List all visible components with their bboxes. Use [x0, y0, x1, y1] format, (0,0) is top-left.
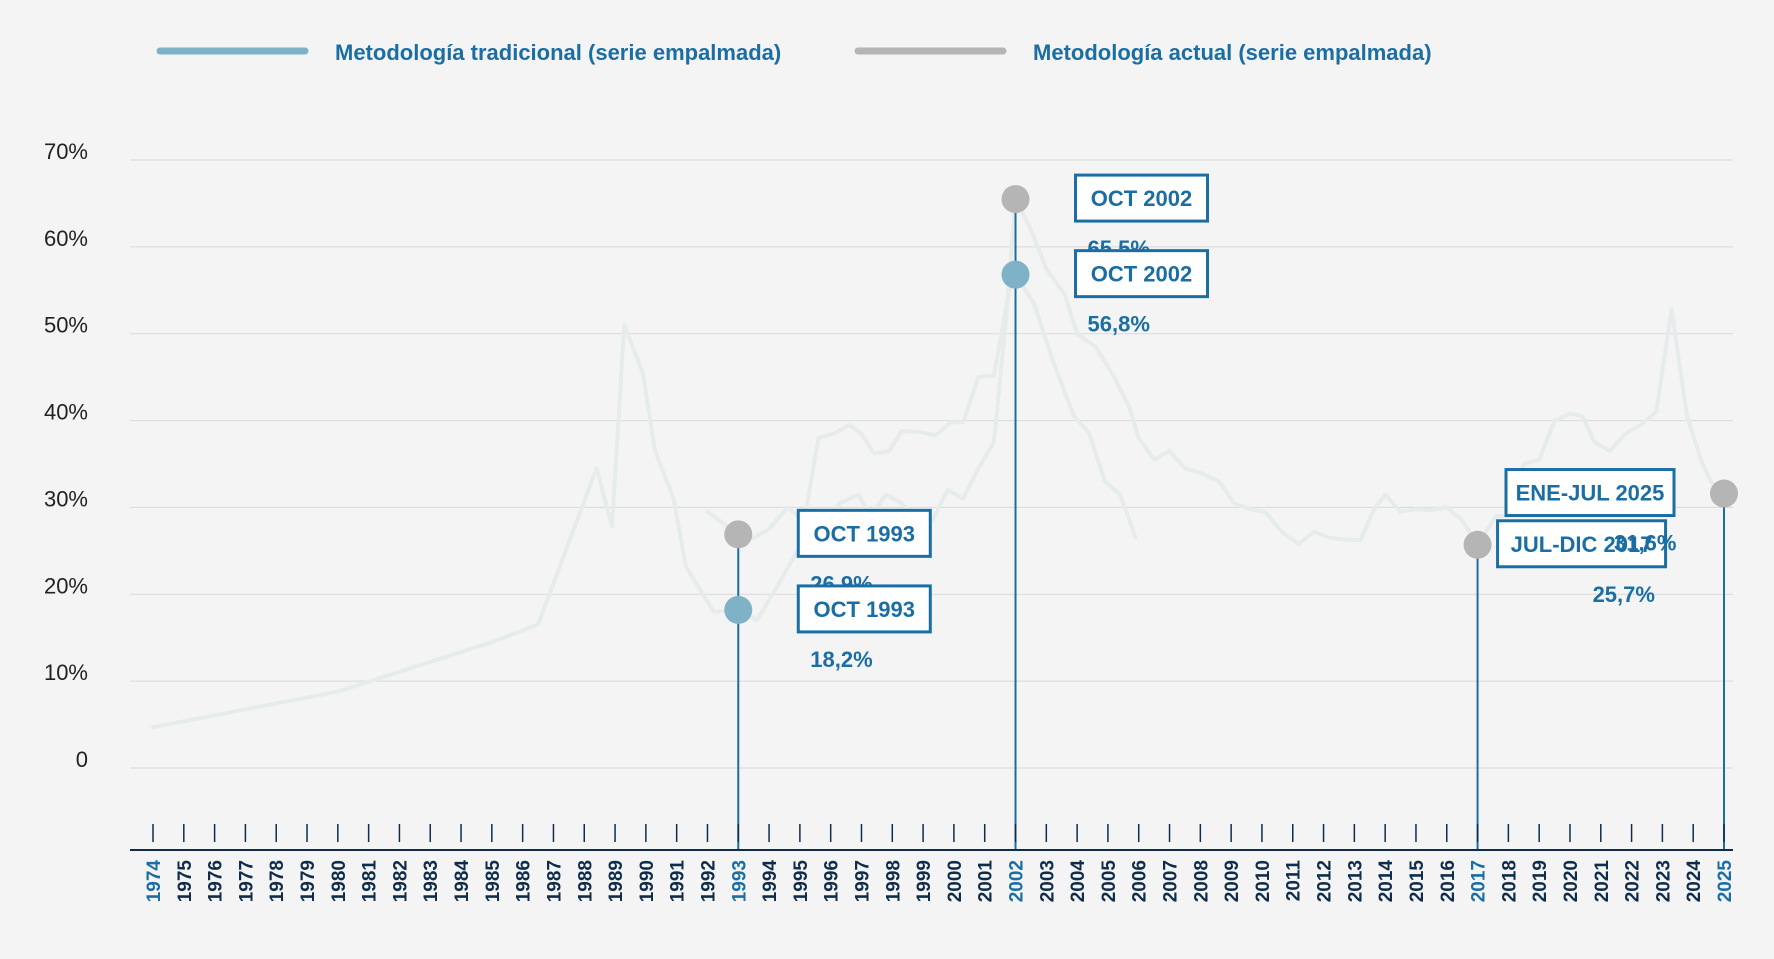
x-tick-label: 1984 — [452, 860, 473, 903]
x-tick-label: 1996 — [822, 860, 843, 902]
x-tick-label: 1988 — [575, 860, 596, 902]
x-tick-label: 1975 — [175, 860, 196, 903]
y-tick-label: 0 — [76, 747, 88, 772]
x-tick-label: 2007 — [1161, 860, 1182, 902]
series-line-traditional — [151, 272, 1138, 730]
y-tick-label: 50% — [44, 313, 88, 338]
x-tick-label: 2003 — [1037, 860, 1058, 902]
data-marker-actual — [724, 520, 753, 549]
annotation-box — [1074, 249, 1210, 299]
x-tick-label: 1998 — [883, 860, 904, 902]
annotation-label: OCT 1993 — [814, 521, 916, 546]
legend-label-traditional: Metodología tradicional (serie empalmada… — [335, 40, 781, 65]
annotation-stems — [737, 199, 1725, 850]
legend: Metodología tradicional (serie empalmada… — [156, 40, 1432, 65]
annotation-value: 56,8% — [1088, 312, 1150, 337]
x-tick-label: 1981 — [360, 860, 381, 903]
x-tick-label: 1986 — [514, 860, 535, 902]
x-tick-label: 1978 — [267, 860, 288, 902]
annotation-box — [1496, 519, 1668, 569]
x-tick-label: 2017 — [1469, 860, 1490, 902]
y-tick-label: 40% — [44, 400, 88, 425]
x-tick-label: 1983 — [421, 860, 442, 902]
x-tick-label: 2015 — [1407, 860, 1428, 903]
annotation-label: JUL-DIC 2017 — [1511, 532, 1653, 557]
annotation-box — [1074, 173, 1210, 223]
data-marker-actual — [1463, 530, 1492, 559]
x-tick-label: 2006 — [1130, 860, 1151, 902]
data-marker-actual — [1710, 479, 1738, 508]
x-tick-label: 2005 — [1099, 860, 1120, 903]
x-tick-label: 2021 — [1592, 860, 1613, 903]
annotation-value: 18,2% — [810, 647, 872, 672]
series-line-actual — [705, 197, 1726, 547]
x-tick-label: 1999 — [914, 860, 935, 902]
x-tick-label: 2018 — [1499, 860, 1520, 902]
annotation-box — [796, 584, 932, 634]
series-lines — [151, 197, 1726, 730]
data-marker-actual — [1001, 185, 1030, 214]
x-tick-label: 1977 — [236, 860, 257, 902]
y-axis-ticks: 70% 60% 50% 40% 30% 20% 10% 0 — [44, 139, 88, 772]
x-tick-label: 1994 — [760, 860, 781, 903]
y-tick-label: 20% — [44, 573, 88, 598]
x-axis-ticks: 1974 1975 1976 1977 1978 1979 1980 1981 1982 1983… — [144, 824, 1736, 902]
y-tick-label: 10% — [44, 660, 88, 685]
x-tick-label: 2002 — [1007, 860, 1028, 902]
data-marker-traditional — [1001, 260, 1030, 289]
x-tick-label: 1980 — [329, 860, 350, 902]
annotation-value: 25,7% — [1593, 582, 1655, 607]
annotation-label: OCT 2002 — [1091, 186, 1193, 211]
x-tick-label: 2004 — [1068, 860, 1089, 903]
x-tick-label: 1993 — [729, 860, 750, 902]
x-tick-label: 1992 — [698, 860, 719, 902]
x-tick-label: 2025 — [1715, 860, 1736, 903]
x-tick-label: 2000 — [945, 860, 966, 902]
x-tick-label: 2008 — [1191, 860, 1212, 902]
x-tick-label: 2023 — [1653, 860, 1674, 902]
x-tick-label: 2001 — [976, 860, 997, 903]
annotation-box — [796, 508, 932, 558]
annotation-box — [1504, 468, 1676, 518]
legend-label-actual: Metodología actual (serie empalmada) — [1033, 40, 1432, 65]
y-tick-label: 30% — [44, 486, 88, 511]
x-tick-label: 2019 — [1530, 860, 1551, 902]
x-tick-label: 2009 — [1222, 860, 1243, 902]
x-tick-label: 2010 — [1253, 860, 1274, 902]
annotation-label: ENE-JUL 2025 — [1516, 481, 1665, 506]
x-tick-label: 1987 — [544, 860, 565, 902]
annotation-value: 31,6% — [1614, 531, 1676, 556]
x-tick-label: 1976 — [206, 860, 227, 902]
x-tick-label: 1989 — [606, 860, 627, 902]
annotation-label: OCT 2002 — [1091, 262, 1193, 287]
x-tick-label: 2024 — [1684, 860, 1705, 903]
grid-lines — [130, 159, 1733, 769]
y-tick-label: 70% — [44, 139, 88, 164]
annotation-label: OCT 1993 — [814, 597, 916, 622]
x-tick-label: 2022 — [1623, 860, 1644, 902]
x-tick-label: 2013 — [1345, 860, 1366, 902]
x-tick-label: 1982 — [390, 860, 411, 902]
x-tick-label: 1979 — [298, 860, 319, 902]
x-tick-label: 1974 — [144, 860, 165, 903]
y-tick-label: 60% — [44, 226, 88, 251]
x-tick-label: 1997 — [852, 860, 873, 902]
x-tick-label: 2012 — [1315, 860, 1336, 902]
x-tick-label: 1991 — [668, 860, 689, 903]
data-marker-traditional — [724, 595, 753, 624]
annotation-markers — [724, 185, 1738, 624]
x-tick-label: 2020 — [1561, 860, 1582, 902]
x-tick-label: 1990 — [637, 860, 658, 902]
x-tick-label: 1995 — [791, 860, 812, 903]
x-tick-label: 2014 — [1376, 860, 1397, 903]
x-tick-label: 1985 — [483, 860, 504, 903]
x-tick-label: 2016 — [1438, 860, 1459, 902]
x-tick-label: 2011 — [1284, 860, 1305, 902]
